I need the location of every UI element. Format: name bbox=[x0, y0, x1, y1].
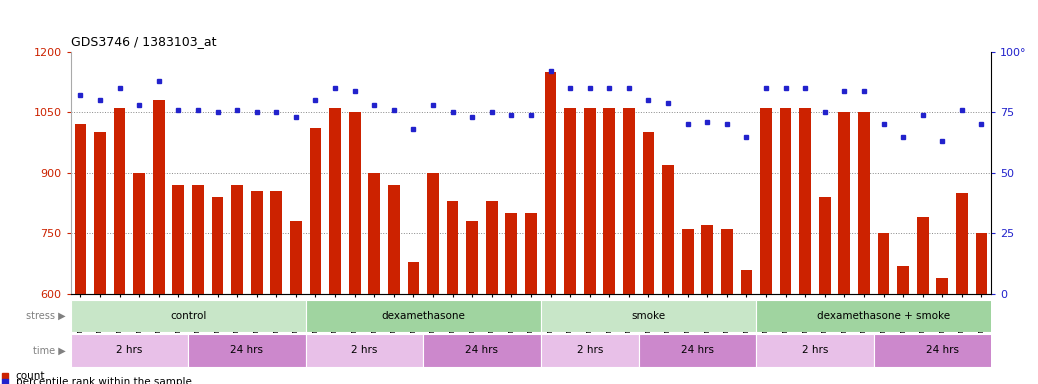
Bar bbox=[638, 334, 757, 367]
Bar bbox=[71, 300, 305, 332]
Bar bbox=[270, 191, 282, 294]
Bar bbox=[525, 213, 537, 294]
Text: percentile rank within the sample: percentile rank within the sample bbox=[16, 377, 191, 384]
Bar bbox=[819, 197, 830, 294]
Text: control: control bbox=[170, 311, 207, 321]
Text: 24 hrs: 24 hrs bbox=[926, 345, 959, 356]
Bar bbox=[427, 173, 439, 294]
Bar bbox=[897, 266, 909, 294]
Bar bbox=[466, 221, 479, 294]
Bar bbox=[662, 165, 674, 294]
Bar bbox=[71, 334, 188, 367]
Bar bbox=[757, 300, 1011, 332]
Bar bbox=[583, 108, 596, 294]
Bar bbox=[757, 334, 874, 367]
Bar bbox=[976, 233, 987, 294]
Bar bbox=[545, 72, 556, 294]
Bar bbox=[740, 270, 753, 294]
Bar bbox=[305, 334, 424, 367]
Bar bbox=[172, 185, 184, 294]
Bar bbox=[133, 173, 145, 294]
Text: 2 hrs: 2 hrs bbox=[351, 345, 378, 356]
Bar bbox=[917, 217, 929, 294]
Bar bbox=[506, 213, 517, 294]
Bar bbox=[305, 300, 541, 332]
Bar bbox=[682, 229, 693, 294]
Bar bbox=[290, 221, 302, 294]
Bar bbox=[623, 108, 635, 294]
Bar bbox=[721, 229, 733, 294]
Bar bbox=[212, 197, 223, 294]
Text: count: count bbox=[16, 371, 45, 381]
Text: 24 hrs: 24 hrs bbox=[465, 345, 498, 356]
Bar bbox=[878, 233, 890, 294]
Text: 24 hrs: 24 hrs bbox=[681, 345, 714, 356]
Text: dexamethasone + smoke: dexamethasone + smoke bbox=[817, 311, 950, 321]
Bar bbox=[251, 191, 263, 294]
Bar bbox=[603, 108, 616, 294]
Text: time ▶: time ▶ bbox=[32, 345, 65, 356]
Bar bbox=[780, 108, 792, 294]
Bar bbox=[349, 113, 360, 294]
Bar bbox=[75, 124, 86, 294]
Bar bbox=[541, 300, 757, 332]
Text: dexamethasone: dexamethasone bbox=[381, 311, 465, 321]
Bar bbox=[799, 108, 811, 294]
Bar bbox=[192, 185, 203, 294]
Bar bbox=[760, 108, 772, 294]
Bar bbox=[388, 185, 400, 294]
Bar bbox=[874, 334, 1011, 367]
Bar bbox=[839, 113, 850, 294]
Bar bbox=[446, 201, 459, 294]
Text: 24 hrs: 24 hrs bbox=[230, 345, 264, 356]
Bar bbox=[956, 193, 967, 294]
Bar bbox=[114, 108, 126, 294]
Bar bbox=[486, 201, 497, 294]
Bar bbox=[329, 108, 340, 294]
Bar bbox=[702, 225, 713, 294]
Bar bbox=[424, 334, 541, 367]
Bar bbox=[153, 100, 165, 294]
Bar bbox=[368, 173, 380, 294]
Text: smoke: smoke bbox=[631, 311, 665, 321]
Bar bbox=[643, 132, 654, 294]
Bar bbox=[94, 132, 106, 294]
Bar bbox=[231, 185, 243, 294]
Text: 2 hrs: 2 hrs bbox=[576, 345, 603, 356]
Bar bbox=[858, 113, 870, 294]
Text: 2 hrs: 2 hrs bbox=[116, 345, 142, 356]
Text: stress ▶: stress ▶ bbox=[26, 311, 65, 321]
Text: 2 hrs: 2 hrs bbox=[801, 345, 828, 356]
Bar bbox=[565, 108, 576, 294]
Bar bbox=[188, 334, 305, 367]
Bar bbox=[541, 334, 638, 367]
Bar bbox=[936, 278, 948, 294]
Text: GDS3746 / 1383103_at: GDS3746 / 1383103_at bbox=[71, 35, 216, 48]
Bar bbox=[309, 128, 322, 294]
Bar bbox=[408, 262, 419, 294]
